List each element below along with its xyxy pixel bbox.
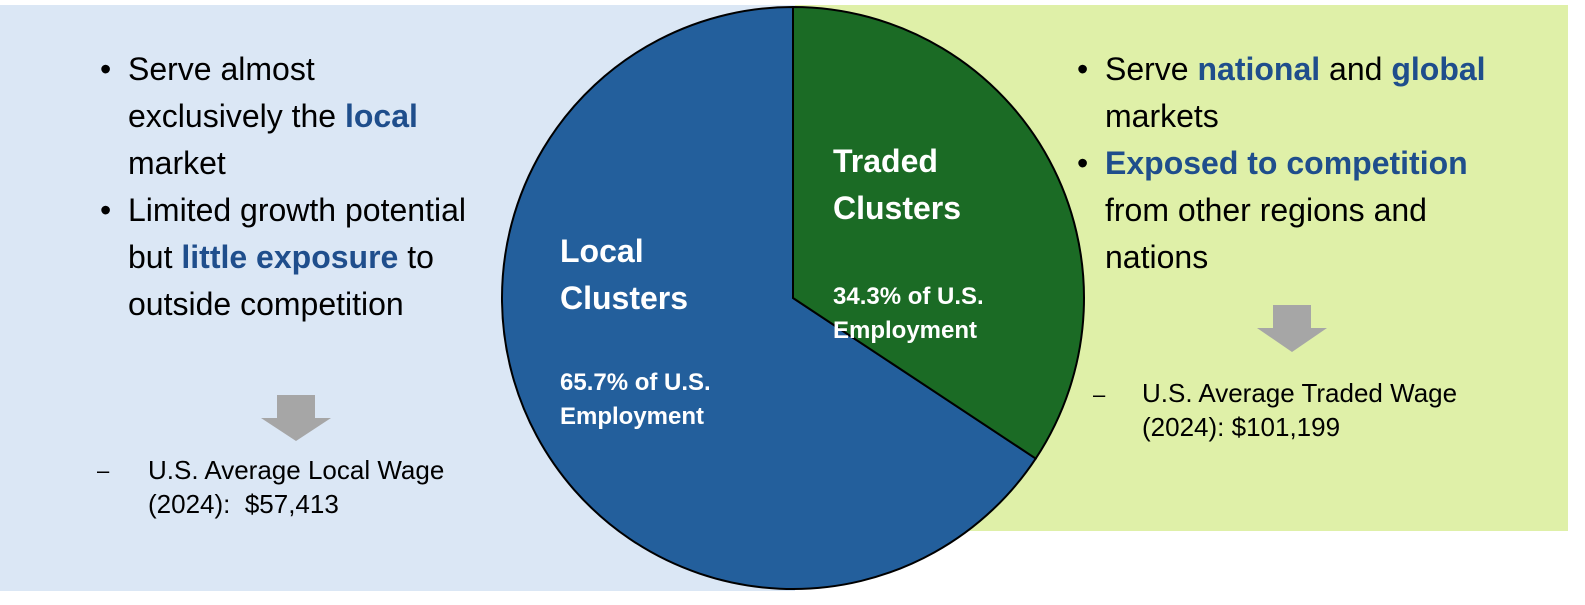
emphasis: Exposed to competition [1105, 145, 1468, 181]
pie [501, 5, 1085, 590]
bullet-text: Limited growth potential but [128, 192, 475, 275]
bullet-text: market [128, 98, 427, 181]
dash: – [1093, 382, 1106, 407]
slice-label: Traded Clusters [833, 143, 962, 226]
pie-slice [792, 5, 1085, 460]
bullet: Serve almost exclusively the local marke… [100, 46, 470, 187]
dash: – [97, 458, 110, 483]
bullet-list: Serve national and global marketsExposed… [1077, 46, 1522, 281]
slice-label: Local Clusters [560, 233, 689, 316]
bullet-text: from other regions and nations [1105, 145, 1477, 275]
emphasis: national [1197, 51, 1321, 87]
bullet-text: Serve [1105, 51, 1198, 87]
slice-value-label: 65.7% of U.S. Employment [560, 369, 711, 430]
wage-note: U.S. Average Local Wage (2024): $57,413 [148, 455, 452, 519]
slice-value-label: 34.3% of U.S. Employment [833, 283, 984, 344]
bullet-text: to outside competition [128, 239, 443, 322]
wage-note: U.S. Average Traded Wage (2024): $101,19… [1142, 378, 1465, 442]
bullet-text: markets [1105, 51, 1495, 134]
down-arrow [261, 395, 331, 441]
bullet: Limited growth potential but little expo… [100, 187, 470, 328]
emphasis: global [1391, 51, 1486, 87]
bullet: Serve national and global markets [1077, 46, 1522, 140]
bullet: Exposed to competition from other region… [1077, 140, 1522, 281]
bullet-list: Serve almost exclusively the local marke… [100, 46, 470, 328]
bullet-text: and [1320, 51, 1392, 87]
pie-slice [501, 5, 1038, 590]
bullet-text: Serve almost exclusively the [128, 51, 345, 134]
emphasis: little exposure [181, 239, 399, 275]
emphasis: local [344, 98, 418, 134]
down-arrow [1257, 305, 1327, 352]
